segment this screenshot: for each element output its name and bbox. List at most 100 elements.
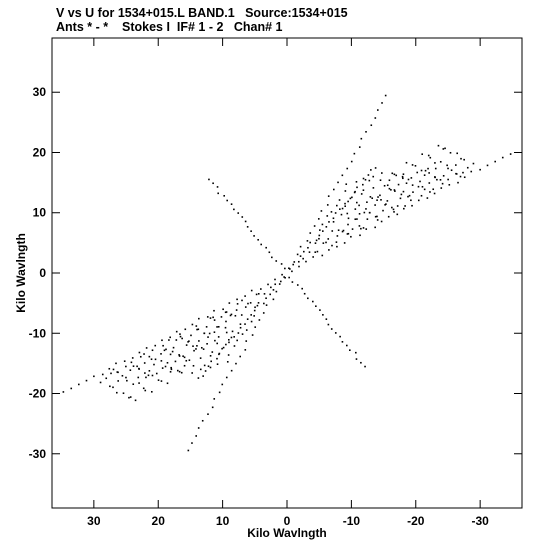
uv-point: [370, 124, 373, 127]
uv-point: [429, 156, 432, 159]
uv-point: [163, 349, 166, 352]
uv-point: [331, 244, 333, 247]
uv-point: [222, 308, 224, 311]
uv-point: [115, 391, 118, 394]
uv-point: [267, 283, 269, 286]
uv-point: [265, 304, 268, 306]
uv-point: [353, 152, 356, 155]
uv-point: [416, 171, 419, 174]
uv-point: [142, 387, 145, 390]
uv-point: [362, 227, 365, 229]
uv-point: [368, 179, 371, 182]
uv-point: [321, 223, 324, 226]
uv-point: [392, 208, 395, 211]
uv-point: [360, 361, 362, 364]
uv-point: [341, 207, 344, 210]
uv-point: [239, 355, 242, 358]
uv-point: [241, 299, 243, 302]
uv-point: [432, 188, 435, 191]
uv-point: [350, 160, 353, 163]
uv-point: [121, 374, 124, 377]
uv-point: [193, 349, 195, 352]
uv-point: [386, 200, 389, 202]
uv-point: [407, 178, 410, 181]
uv-point: [421, 185, 424, 188]
uv-point: [362, 177, 365, 180]
uv-point: [355, 351, 357, 354]
uv-point: [444, 147, 446, 150]
x-tick-label: -10: [343, 514, 361, 528]
uv-point: [123, 360, 126, 362]
uv-point: [150, 391, 153, 393]
uv-point: [336, 204, 338, 207]
uv-point: [171, 350, 174, 353]
uv-point: [365, 228, 368, 230]
y-tick-label: -30: [29, 447, 47, 461]
uv-point: [160, 380, 163, 382]
uv-point: [160, 353, 162, 355]
uv-point: [239, 326, 242, 329]
uv-point: [202, 348, 205, 350]
uv-point: [347, 223, 349, 226]
uv-point: [414, 165, 417, 167]
uv-point: [129, 369, 132, 371]
uv-point: [463, 158, 465, 161]
uv-point: [257, 238, 259, 241]
uv-point: [396, 205, 399, 207]
uv-point: [280, 263, 283, 265]
uv-point: [112, 368, 115, 371]
uv-point: [341, 174, 344, 177]
x-tick-label: 20: [152, 514, 166, 528]
uv-point: [70, 387, 73, 390]
uv-point: [144, 389, 147, 392]
uv-point: [272, 298, 275, 301]
uv-point: [343, 242, 346, 244]
uv-point: [434, 176, 436, 179]
uv-point: [393, 211, 395, 213]
uv-point: [263, 293, 266, 295]
uv-point: [175, 330, 178, 333]
data-points: [62, 94, 512, 452]
uv-point: [391, 172, 394, 175]
uv-point: [291, 270, 293, 273]
uv-point: [231, 330, 234, 333]
uv-point: [166, 382, 169, 385]
uv-point: [407, 195, 409, 198]
uv-point: [132, 365, 135, 367]
uv-point: [327, 195, 330, 197]
uv-point: [224, 311, 227, 314]
uv-point: [417, 185, 420, 188]
uv-point: [218, 391, 221, 394]
uv-point: [265, 297, 267, 300]
uv-point: [332, 217, 335, 220]
uv-point: [312, 256, 314, 258]
uv-point: [212, 182, 214, 185]
uv-point: [203, 364, 206, 367]
uv-point: [463, 176, 466, 179]
uv-point: [254, 326, 257, 328]
uv-point: [408, 194, 411, 197]
uv-point: [170, 368, 173, 371]
uv-point: [209, 366, 212, 369]
uv-point: [411, 164, 414, 166]
x-axis-ticks: 30 20 10 0 -10 -20 -30: [87, 38, 489, 528]
uv-point: [116, 371, 119, 373]
uv-point: [316, 250, 319, 253]
uv-point: [226, 361, 229, 363]
uv-point: [233, 336, 235, 338]
uv-point: [441, 182, 444, 185]
uv-point: [315, 239, 318, 242]
uv-point: [253, 235, 255, 237]
uv-point: [236, 303, 239, 305]
uv-point: [160, 360, 163, 362]
uv-point: [400, 193, 403, 196]
uv-point: [227, 338, 230, 341]
uv-point: [429, 191, 431, 193]
uv-point: [229, 314, 232, 317]
uv-point: [358, 146, 361, 148]
uv-point: [250, 230, 252, 232]
uv-point: [291, 281, 294, 283]
uv-point: [184, 328, 187, 331]
uv-point: [239, 323, 242, 325]
uv-point: [307, 246, 309, 249]
